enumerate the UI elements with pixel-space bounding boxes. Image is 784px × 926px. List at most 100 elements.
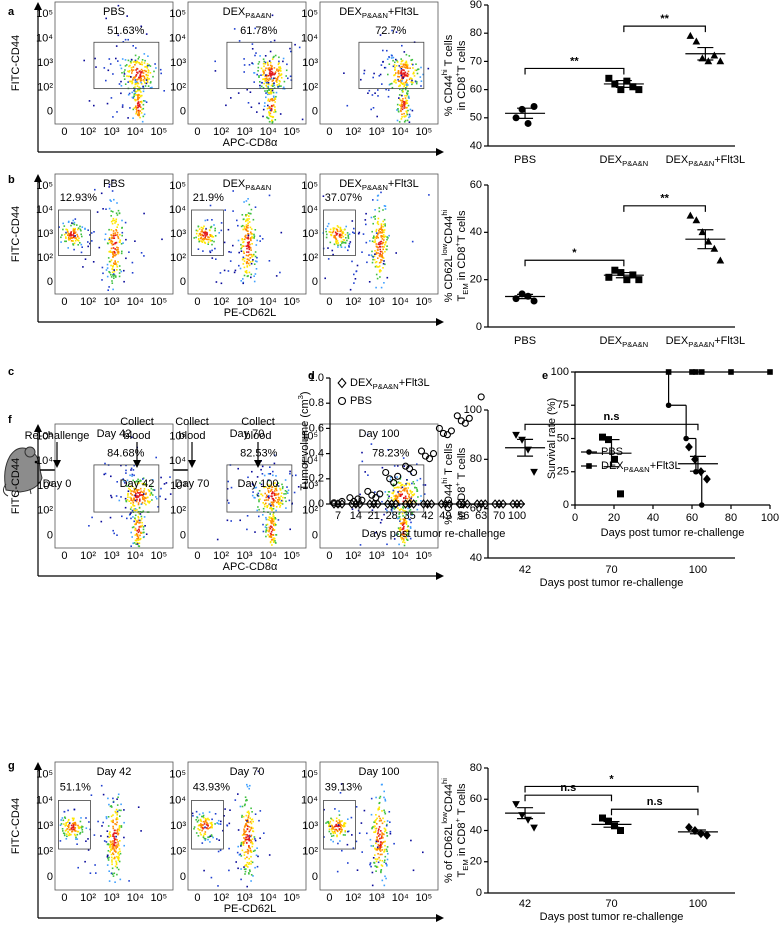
event-dot — [112, 814, 114, 816]
event-dot — [269, 490, 272, 492]
event-dot — [140, 112, 143, 114]
event-dot — [263, 832, 265, 834]
event-dot — [278, 74, 281, 77]
event-dot — [117, 34, 120, 37]
marker — [605, 74, 613, 82]
event-dot — [387, 491, 390, 493]
event-dot — [241, 245, 244, 247]
event-dot — [275, 542, 277, 544]
event-dot — [386, 494, 389, 496]
event-dot — [119, 852, 122, 855]
event-dot — [417, 68, 420, 70]
event-dot — [260, 67, 263, 70]
event-dot — [73, 232, 75, 235]
event-dot — [204, 233, 206, 236]
event-dot — [143, 62, 146, 64]
event-dot — [401, 537, 404, 539]
event-dot — [106, 267, 109, 269]
event-dot — [266, 506, 268, 509]
event-dot — [246, 247, 248, 250]
event-dot — [338, 828, 341, 830]
event-dot — [361, 851, 363, 853]
marker — [518, 436, 526, 444]
event-dot — [271, 99, 274, 102]
event-dot — [385, 241, 387, 243]
event-dot — [248, 221, 251, 223]
event-dot — [270, 525, 272, 528]
event-dot — [383, 796, 385, 799]
event-dot — [383, 820, 386, 823]
event-dot — [73, 833, 76, 836]
event-dot — [75, 838, 77, 840]
event-dot — [110, 494, 112, 497]
event-dot — [269, 503, 271, 505]
marker — [703, 830, 711, 840]
event-dot — [61, 828, 64, 830]
event-dot — [386, 858, 389, 861]
event-dot — [139, 72, 142, 74]
event-dot — [382, 262, 385, 265]
event-dot — [270, 521, 272, 524]
event-dot — [135, 90, 138, 93]
arrow-head — [188, 460, 196, 468]
event-dot — [404, 94, 406, 97]
event-dot — [114, 844, 116, 847]
event-dot — [379, 833, 381, 836]
y-tick-label: 20 — [470, 274, 482, 286]
event-dot — [76, 224, 78, 226]
event-dot — [246, 214, 248, 216]
event-dot — [264, 505, 266, 508]
event-dot — [273, 454, 276, 457]
event-dot — [75, 238, 78, 241]
text-part: P&A&N — [362, 183, 388, 192]
event-dot — [272, 520, 275, 523]
event-dot — [258, 515, 260, 518]
event-dot — [109, 516, 112, 519]
y-tick-label: 10⁴ — [301, 455, 318, 467]
event-dot — [150, 492, 153, 495]
x-axis-label: PE-CD62L — [224, 307, 277, 319]
event-dot — [372, 826, 374, 828]
event-dot — [139, 513, 142, 515]
event-dot — [112, 842, 114, 844]
x-tick-label: 40 — [647, 512, 659, 524]
event-dot — [274, 482, 276, 484]
event-dot — [232, 190, 234, 192]
event-dot — [137, 106, 139, 109]
event-dot — [408, 510, 411, 512]
event-dot — [102, 821, 104, 824]
event-dot — [280, 73, 283, 76]
event-dot — [273, 99, 275, 101]
event-dot — [337, 824, 340, 826]
event-dot — [380, 844, 382, 847]
event-dot — [272, 511, 275, 514]
event-dot — [217, 885, 219, 887]
event-dot — [133, 505, 136, 507]
event-dot — [270, 531, 273, 533]
event-dot — [400, 73, 403, 75]
event-dot — [408, 493, 410, 496]
event-dot — [404, 495, 407, 498]
event-dot — [405, 60, 408, 63]
event-dot — [379, 837, 381, 840]
event-dot — [135, 543, 137, 545]
event-dot — [384, 242, 387, 244]
event-dot — [276, 499, 279, 501]
plot-title: Day 100 — [359, 766, 400, 778]
event-dot — [254, 229, 257, 231]
event-dot — [111, 240, 114, 243]
significance-bracket — [524, 785, 699, 793]
event-dot — [409, 108, 412, 111]
event-dot — [332, 229, 335, 231]
event-dot — [81, 246, 83, 248]
x-tick-label: 0 — [326, 126, 332, 138]
event-dot — [270, 91, 273, 94]
event-dot — [409, 518, 411, 521]
event-dot — [143, 493, 145, 495]
gate — [358, 41, 425, 90]
event-dot — [140, 106, 142, 109]
event-dot — [416, 81, 418, 83]
event-dot — [380, 846, 383, 848]
event-dot — [201, 241, 204, 243]
event-dot — [247, 244, 249, 247]
